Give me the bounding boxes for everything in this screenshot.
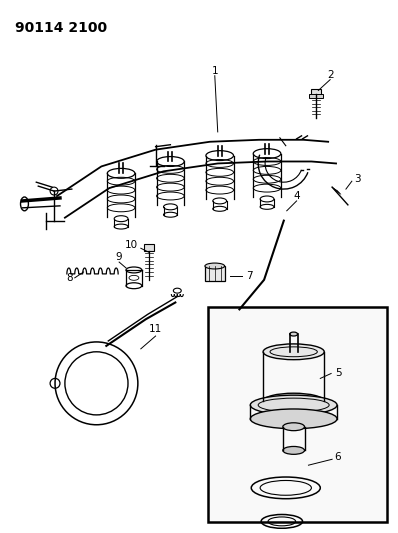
Bar bbox=[205, 266, 224, 281]
Text: 11: 11 bbox=[149, 324, 162, 334]
Ellipse shape bbox=[283, 447, 304, 454]
Ellipse shape bbox=[263, 344, 324, 360]
Text: 10: 10 bbox=[125, 240, 138, 251]
Bar bbox=[309, 94, 323, 99]
Ellipse shape bbox=[205, 263, 224, 269]
Text: 4: 4 bbox=[293, 191, 300, 201]
Ellipse shape bbox=[283, 423, 304, 431]
Bar bbox=[208, 308, 387, 522]
Text: 9: 9 bbox=[116, 252, 123, 262]
Ellipse shape bbox=[290, 332, 298, 336]
Text: 5: 5 bbox=[335, 368, 341, 378]
Text: 6: 6 bbox=[335, 453, 341, 462]
Ellipse shape bbox=[263, 393, 324, 409]
Text: 2: 2 bbox=[327, 70, 334, 80]
Text: 90114 2100: 90114 2100 bbox=[15, 21, 107, 36]
Text: 1: 1 bbox=[211, 66, 218, 76]
Bar bbox=[144, 244, 154, 251]
Ellipse shape bbox=[250, 409, 337, 429]
Bar bbox=[311, 88, 321, 96]
Ellipse shape bbox=[250, 395, 337, 415]
Text: 8: 8 bbox=[66, 273, 73, 283]
Text: 7: 7 bbox=[246, 271, 253, 281]
Text: 3: 3 bbox=[355, 174, 361, 184]
